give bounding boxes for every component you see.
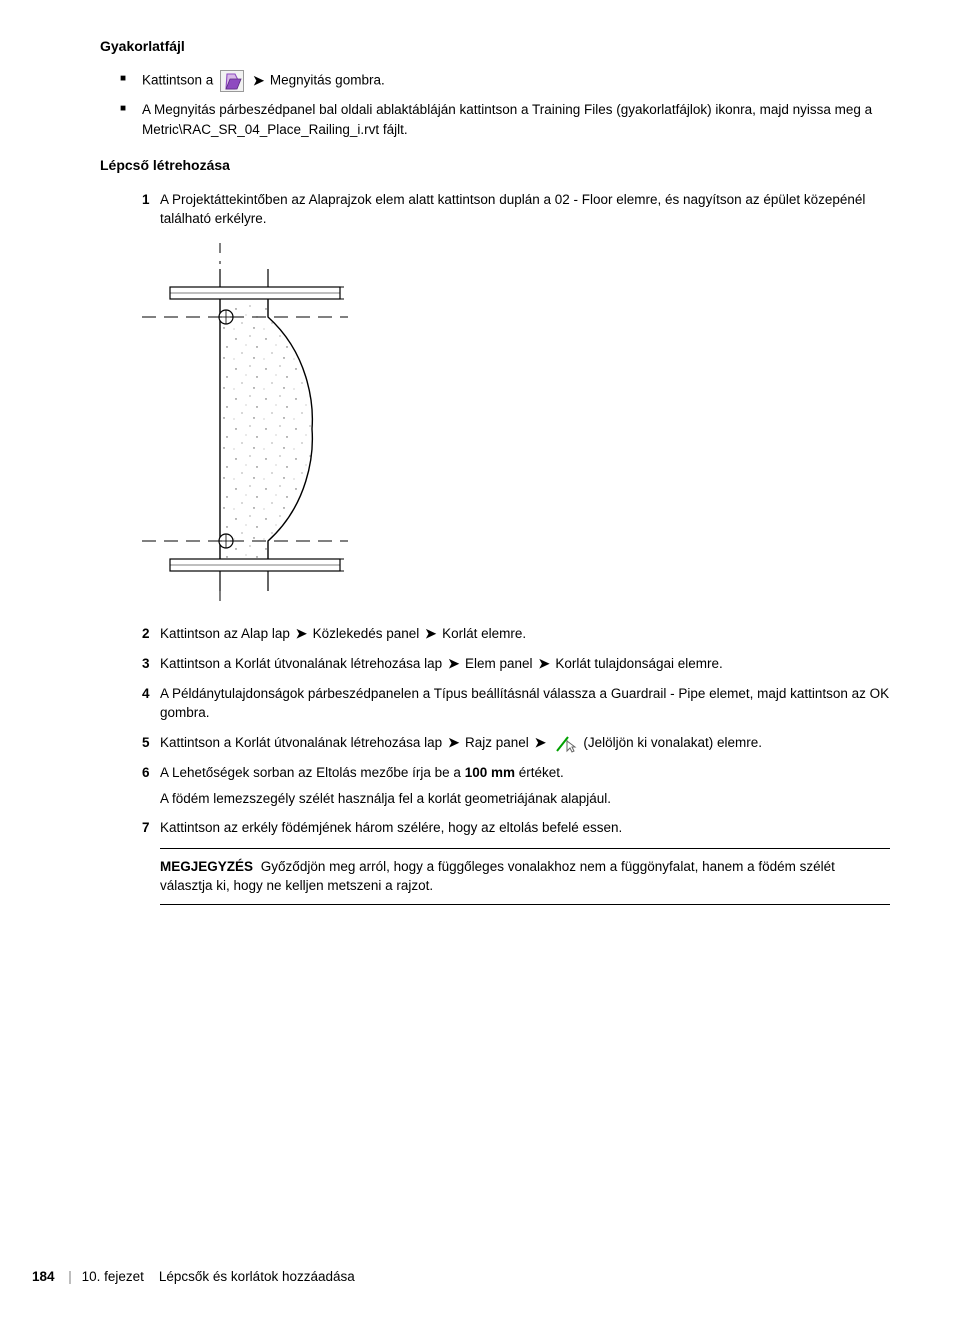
step-number: 4 [142,684,150,704]
step-text: Korlát tulajdonságai elemre. [555,656,722,671]
footer-separator: | [68,1269,72,1284]
note-label: MEGJEGYZÉS [160,859,253,874]
arrow-icon: ➤ [448,735,459,750]
step-text: Korlát elemre. [442,626,526,641]
bullet-item: A Megnyitás párbeszédpanel bal oldali ab… [120,100,890,139]
step-text: A Lehetőségek sorban az Eltolás mezőbe í… [160,765,465,780]
chapter-label: 10. fejezet [82,1269,144,1284]
arrow-icon: ➤ [253,73,264,88]
step-text: Kattintson a Korlát útvonalának létrehoz… [160,656,446,671]
step-number: 1 [142,190,150,210]
step-text: Rajz panel [465,735,533,750]
arrow-icon: ➤ [535,735,546,750]
step-text: A Példánytulajdonságok párbeszédpanelen … [160,686,889,721]
arrow-icon: ➤ [448,656,459,671]
step-text: Kattintson a Korlát útvonalának létrehoz… [160,735,446,750]
step-number: 2 [142,624,150,644]
bullet-list: Kattintson a ➤ Megnyitás gombra. A Megny… [120,70,890,139]
step-text: A Projektáttekintőben az Alaprajzok elem… [160,192,865,227]
page-footer: 184 | 10. fejezet Lépcsők és korlátok ho… [0,1267,355,1287]
list-item: 3 Kattintson a Korlát útvonalának létreh… [142,654,890,674]
section-title: Lépcső létrehozása [100,155,890,175]
page-number: 184 [32,1269,55,1284]
list-item: 4 A Példánytulajdonságok párbeszédpanele… [142,684,890,723]
numbered-list: 1 A Projektáttekintőben az Alaprajzok el… [142,190,890,229]
step-number: 3 [142,654,150,674]
list-item: 2 Kattintson az Alap lap ➤ Közlekedés pa… [142,624,890,644]
step-text: Közlekedés panel [313,626,423,641]
open-file-icon [220,70,244,92]
chapter-title: Lépcsők és korlátok hozzáadása [159,1269,355,1284]
arrow-icon: ➤ [425,626,436,641]
floorplan-diagram [142,243,890,609]
step-text: Kattintson az Alap lap [160,626,294,641]
bullet-item: Kattintson a ➤ Megnyitás gombra. [120,70,890,92]
list-item: 5 Kattintson a Korlát útvonalának létreh… [142,733,890,753]
step-text: Elem panel [465,656,536,671]
step-text: (Jelöljön ki vonalakat) elemre. [583,735,762,750]
step-number: 7 [142,818,150,838]
arrow-icon: ➤ [538,656,549,671]
list-item: 7 Kattintson az erkély födémjének három … [142,818,890,838]
arrow-icon: ➤ [296,626,307,641]
section-title: Gyakorlatfájl [100,36,890,56]
pick-lines-icon [555,733,577,753]
step-text: értéket. [515,765,564,780]
bullet-text: A Megnyitás párbeszédpanel bal oldali ab… [142,102,872,137]
list-item: 1 A Projektáttekintőben az Alaprajzok el… [142,190,890,229]
bullet-text-post: Megnyitás gombra. [270,73,385,88]
step-text: Kattintson az erkély födémjének három sz… [160,820,622,835]
step-number: 6 [142,763,150,783]
step-number: 5 [142,733,150,753]
numbered-list: 2 Kattintson az Alap lap ➤ Közlekedés pa… [142,624,890,837]
bullet-text-pre: Kattintson a [142,73,217,88]
step-subtext: A födém lemezszegély szélét használja fe… [160,789,890,809]
note-text: Győződjön meg arról, hogy a függőleges v… [160,859,835,894]
list-item: 6 A Lehetőségek sorban az Eltolás mezőbe… [142,763,890,808]
step-bold-value: 100 mm [465,765,515,780]
note-block: MEGJEGYZÉS Győződjön meg arról, hogy a f… [160,848,890,905]
